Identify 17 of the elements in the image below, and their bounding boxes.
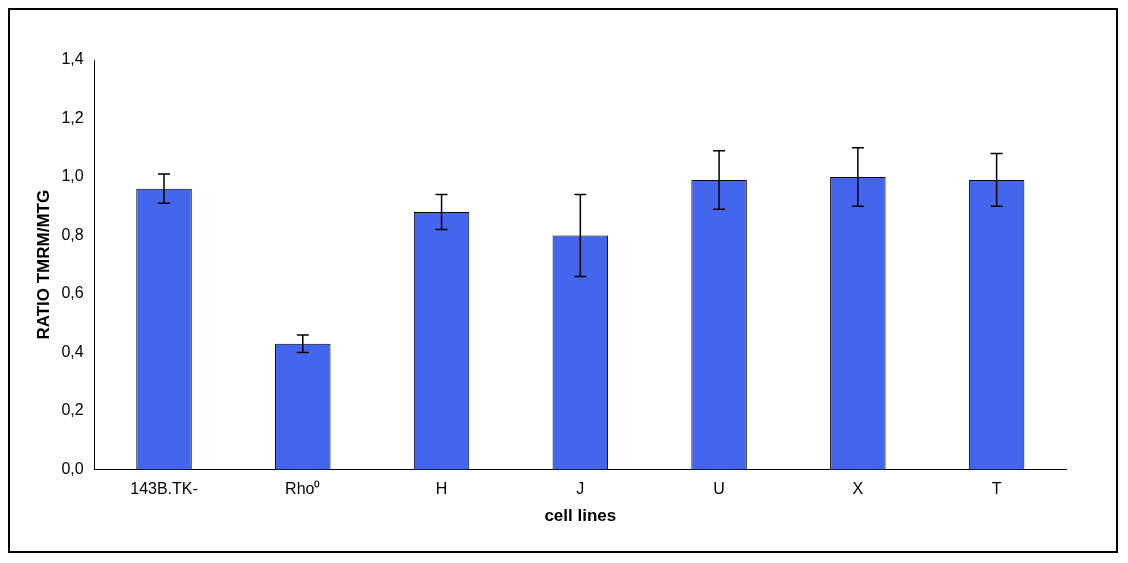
- x-axis-title: cell lines: [544, 506, 617, 526]
- y-tick-label: 1,2: [61, 108, 84, 126]
- y-tick-label: 0,4: [61, 342, 84, 360]
- y-tick-label: 0,6: [61, 284, 84, 302]
- y-tick-label: 1,4: [61, 50, 84, 68]
- x-tick-label: 143B.TK-: [130, 480, 198, 498]
- y-axis-title: RATIO TMRM/MTG: [33, 189, 53, 340]
- y-tick-label: 0,2: [61, 401, 84, 419]
- x-tick-label: H: [435, 480, 448, 498]
- x-tick-label: Rho⁰: [285, 480, 321, 498]
- x-tick-label: J: [576, 480, 585, 498]
- y-tick-label: 0,8: [61, 225, 84, 243]
- x-tick-label: X: [852, 480, 864, 498]
- y-tick-label: 1,0: [61, 167, 84, 185]
- x-tick-label: T: [991, 480, 1002, 498]
- y-tick-label: 0,0: [61, 459, 84, 477]
- x-tick-label: U: [713, 480, 725, 498]
